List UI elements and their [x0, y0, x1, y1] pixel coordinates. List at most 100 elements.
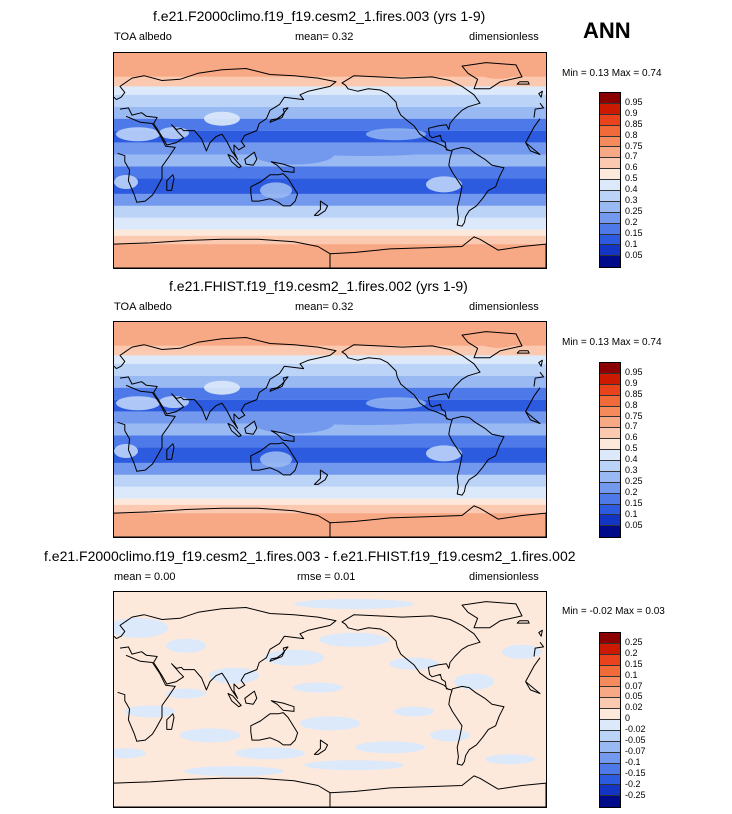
albedo-band — [114, 462, 546, 475]
colorbar-cell — [600, 180, 620, 192]
colorbar-tick-label: 0 — [625, 713, 631, 724]
colorbar-tick-label: 0.4 — [625, 454, 638, 465]
colorbar-tick-label: 0.05 — [625, 519, 643, 530]
diff-negative-patch — [319, 632, 389, 647]
coastline-madagascar — [166, 443, 175, 460]
coastline-antarctica-a — [114, 507, 331, 537]
coastline-south-america — [448, 146, 505, 227]
colorbar-tick-label: 0.3 — [625, 195, 638, 205]
panel-3-title: f.e21.F2000climo.f19_f19.cesm2_1.fires.0… — [44, 548, 576, 564]
coastline-uk — [114, 359, 543, 369]
panel-2-minmax: Min = 0.13 Max = 0.74 — [562, 337, 662, 348]
diff-negative-patch — [125, 705, 175, 718]
coastline-uk — [114, 629, 543, 639]
panel-3-rmse-label: rmse = 0.01 — [297, 571, 356, 583]
coastline-new-zealand — [313, 469, 329, 485]
colorbar-cell — [600, 515, 620, 527]
colorbar-cell — [600, 741, 620, 753]
colorbar-tick-label: -0.15 — [625, 767, 646, 778]
panel-1-units-label: dimensionless — [469, 31, 539, 43]
diff-negative-patch — [355, 741, 425, 754]
greenland-ice — [478, 331, 518, 348]
albedo-band — [114, 355, 546, 364]
colorbar-tick-label: -0.1 — [625, 756, 641, 767]
colorbar-cell — [600, 471, 620, 483]
colorbar-cell — [600, 136, 620, 148]
colorbar-cell — [600, 363, 620, 374]
albedo-band — [114, 322, 546, 346]
colorbar-tick-label: 0.25 — [625, 475, 643, 486]
coastline-madagascar — [166, 713, 175, 730]
colorbar-cell — [600, 526, 620, 538]
albedo-band — [114, 76, 546, 87]
colorbar-tick-label: 0.7 — [625, 421, 638, 432]
coastline-sumatra — [227, 154, 242, 169]
colorbar-cell — [600, 223, 620, 235]
albedo-band — [114, 94, 546, 107]
diff-negative-patch — [304, 760, 404, 771]
colorbar-cell — [600, 439, 620, 451]
colorbar-cell — [600, 709, 620, 721]
colorbar-tick-label: 0.9 — [625, 107, 638, 118]
diff-negative-patch — [209, 667, 259, 684]
coastline-new-zealand — [313, 200, 329, 216]
colorbar-cell — [600, 752, 620, 764]
colorbar-tick-label: 0.95 — [625, 96, 643, 107]
coastline-new-zealand — [313, 739, 329, 755]
stratocumulus-ne-pacific — [366, 397, 426, 410]
albedo-band — [114, 118, 546, 131]
colorbar-tick-label: 0.05 — [625, 691, 643, 702]
colorbar-tick-label: 0.25 — [625, 205, 643, 216]
colorbar-cell — [600, 169, 620, 181]
colorbar-tick-label: 0.05 — [625, 249, 643, 260]
albedo-band — [114, 498, 546, 505]
colorbar-strip — [599, 92, 621, 269]
coastline-antarctica-b — [329, 236, 546, 268]
colorbar-cell — [600, 698, 620, 710]
colorbar-cell — [600, 785, 620, 797]
arabia-bright — [159, 396, 189, 409]
coastline-iceland — [516, 620, 530, 624]
albedo-band — [114, 363, 546, 376]
colorbar-cell — [600, 125, 620, 137]
coastline-africa — [117, 115, 541, 203]
panel-1-map — [113, 52, 547, 269]
colorbar-cell — [600, 158, 620, 170]
albedo-band — [114, 486, 546, 499]
australia-desert — [260, 182, 292, 199]
colorbar-tick-label: 0.75 — [625, 140, 643, 151]
coastline-south-america — [448, 415, 505, 496]
colorbar-cell — [600, 256, 620, 268]
colorbar-cell — [600, 450, 620, 462]
colorbar-tick-label: 0.15 — [625, 497, 643, 508]
colorbar-tick-label: 0.75 — [625, 410, 643, 421]
sahara-bright — [116, 396, 160, 411]
panel-2-title: f.e21.FHIST.f19_f19.cesm2_1.fires.002 (y… — [169, 278, 468, 294]
colorbar-tick-label: 0.5 — [625, 173, 638, 184]
greenland-ice — [478, 62, 518, 79]
colorbar-cell — [600, 373, 620, 385]
coastline-south-america — [448, 685, 505, 766]
stratocumulus-se-pacific — [426, 445, 462, 462]
panel-3-units-label: dimensionless — [469, 571, 539, 583]
diff-negative-patch — [293, 682, 343, 693]
albedo-band — [114, 435, 546, 448]
colorbar-cell — [600, 763, 620, 775]
colorbar-tick-label: -0.07 — [625, 745, 646, 756]
arabia-bright — [159, 127, 189, 140]
coastline-australia — [250, 173, 299, 207]
albedo-band — [114, 154, 546, 167]
colorbar-cell — [600, 395, 620, 407]
colorbar-tick-label: 0.2 — [625, 216, 638, 227]
colorbar-cell — [600, 191, 620, 202]
colorbar-cell — [600, 774, 620, 786]
colorbar-cell — [600, 493, 620, 505]
colorbar-tick-label: 0.85 — [625, 388, 643, 399]
coastline-new-guinea — [270, 161, 295, 173]
colorbar-tick-label: 0.25 — [625, 636, 643, 647]
coastline-antarctica-a — [114, 777, 331, 807]
albedo-band — [114, 205, 546, 218]
diff-background — [114, 592, 546, 807]
coastline-antarctica-a — [114, 238, 331, 268]
coastline-borneo — [244, 151, 258, 166]
